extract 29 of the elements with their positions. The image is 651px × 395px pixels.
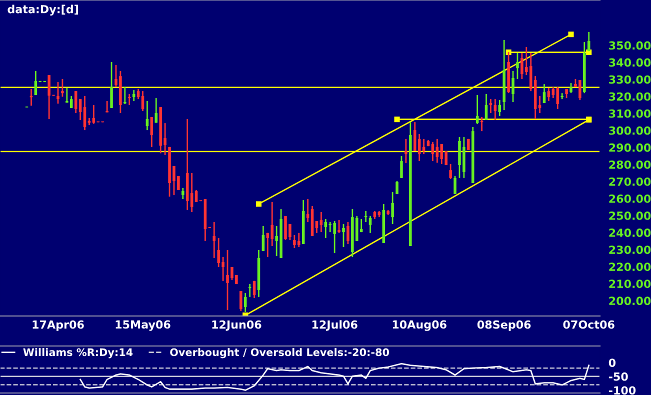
x-tick-label: 12Jul06 — [312, 320, 358, 331]
y-tick-label: 330.00 — [609, 75, 651, 84]
y-tick-label: 250.00 — [609, 212, 651, 220]
x-tick-label: 12Jun06 — [212, 320, 262, 331]
x-tick-label: 15May06 — [116, 320, 170, 331]
annotation: Overbought / Oversold Levels:-20:-80 — [170, 348, 390, 358]
y-tick-label: 350.00 — [609, 41, 651, 50]
y-tick-label: 310.00 — [609, 109, 651, 118]
y-tick-label: 210.00 — [609, 280, 651, 288]
y-tick-label: 340.00 — [609, 58, 651, 67]
y-tick-label: 240.00 — [609, 228, 651, 237]
legend-label: Williams %R:Dy:14 — [23, 348, 133, 358]
x-tick-label: 17Apr06 — [32, 320, 84, 331]
x-tick-label: 07Oct06 — [563, 320, 614, 329]
y-tick-label: 220.00 — [609, 262, 651, 272]
y-tick-label: 320.00 — [609, 92, 651, 101]
y-tick-label: 300.00 — [609, 126, 651, 135]
y-tick-label: 270.00 — [609, 177, 651, 186]
chart-title: data:Dy:[d] — [8, 4, 78, 16]
y-tick-label: -100 — [608, 386, 636, 395]
y-tick-label: 280.00 — [609, 160, 651, 169]
y-tick-label: 230.00 — [609, 246, 651, 254]
x-tick-label: 08Sep06 — [477, 320, 531, 331]
y-tick-label: 200.00 — [609, 296, 651, 306]
y-tick-label: 0 — [608, 358, 616, 367]
y-tick-label: 260.00 — [609, 194, 651, 203]
y-tick-label: 290.00 — [609, 143, 651, 152]
x-tick-label: 10Aug06 — [392, 320, 446, 331]
y-tick-label: -50 — [608, 372, 628, 381]
